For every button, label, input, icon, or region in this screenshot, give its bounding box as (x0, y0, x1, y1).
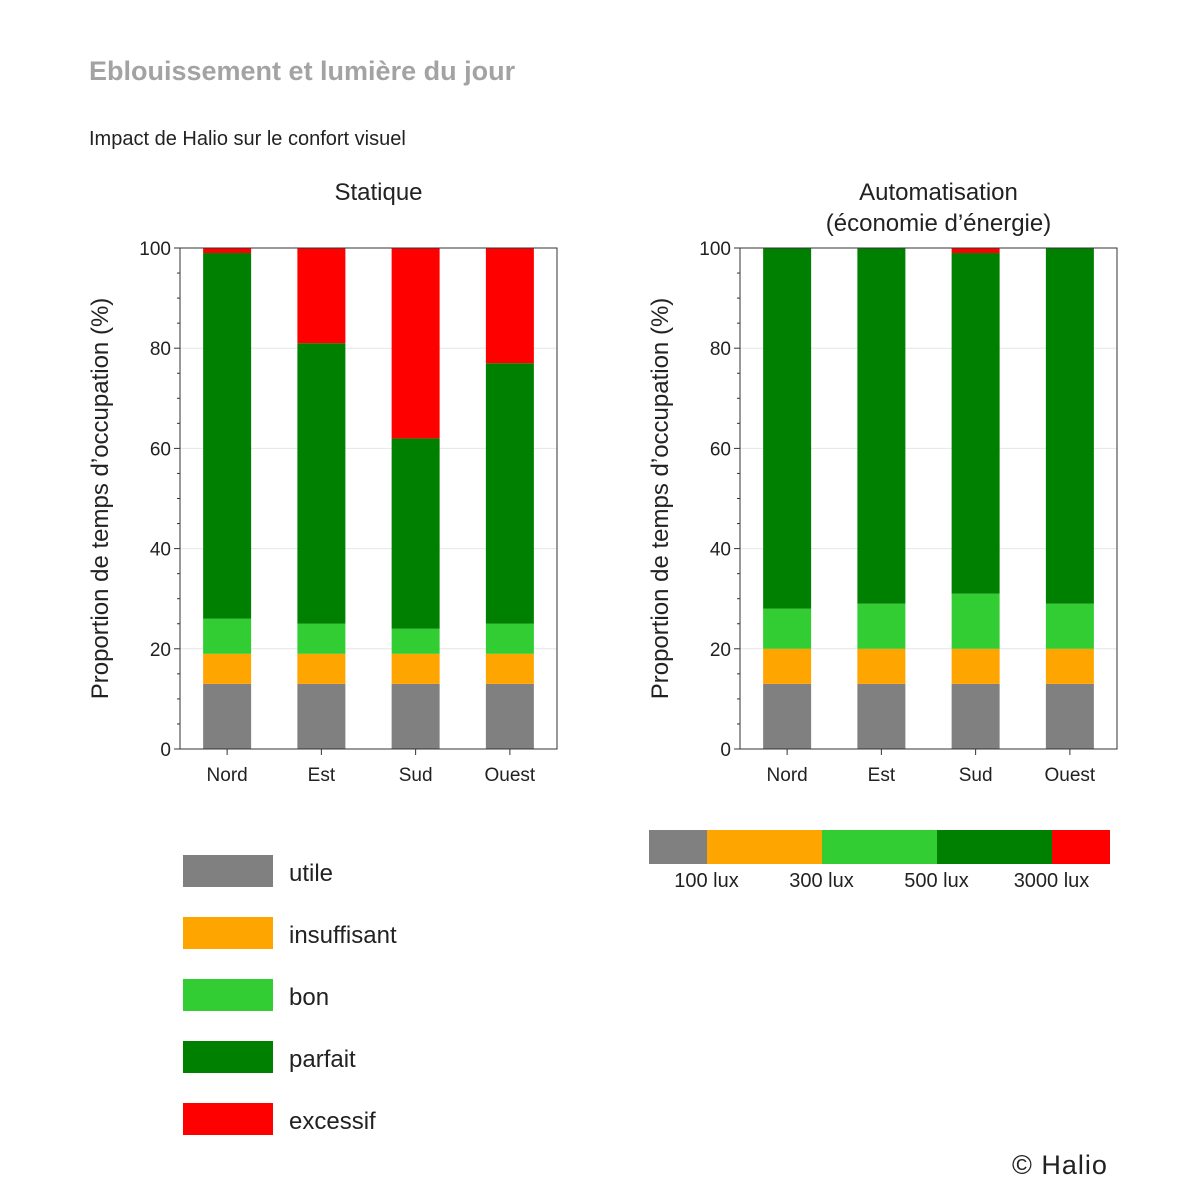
scale-segment-excessif (1051, 830, 1110, 864)
bar-segment-excessif-nord (203, 248, 252, 254)
scale-segment-insuffisant (706, 830, 765, 864)
bar-segment-excessif-sud (391, 248, 440, 439)
y-tick-label: 100 (699, 239, 731, 260)
bar-segment-insuffisant-est (297, 653, 346, 684)
bar-segment-parfait-sud (951, 253, 1000, 594)
y-tick-label: 40 (150, 540, 171, 561)
bar-segment-bon-nord (203, 618, 252, 654)
bar-segment-utile-sud (951, 683, 1000, 749)
legend-label: excessif (289, 1108, 376, 1135)
y-tick-label: 20 (710, 640, 731, 661)
bar-segment-utile-est (297, 683, 346, 749)
scale-label: 100 lux (674, 870, 739, 892)
bar-segment-excessif-est (297, 248, 346, 344)
scale-segment-utile (649, 830, 707, 864)
bar-segment-utile-ouest (1045, 683, 1094, 749)
chart-title: Statique (334, 179, 422, 206)
bar-segment-parfait-ouest (485, 363, 534, 624)
x-tick-label: Est (308, 765, 336, 786)
bar-segment-parfait-est (297, 343, 346, 624)
bar-segment-bon-sud (951, 593, 1000, 649)
chart-title-line2: (économie d’énergie) (826, 210, 1051, 237)
lux-scale: 100 lux 300 lux 500 lux 3000 lux (649, 830, 1110, 900)
x-tick-label: Sud (959, 765, 993, 786)
bar-segment-insuffisant-nord (203, 653, 252, 684)
bar-segment-bon-ouest (485, 623, 534, 654)
x-tick-label: Sud (399, 765, 433, 786)
legend-label: parfait (289, 1046, 356, 1073)
legend-swatch (183, 1103, 273, 1135)
y-tick-label: 80 (710, 339, 731, 360)
bar-segment-insuffisant-ouest (485, 653, 534, 684)
x-tick-label: Ouest (1045, 765, 1096, 786)
chart-title: Automatisation (859, 179, 1018, 206)
y-tick-label: 60 (150, 439, 171, 460)
x-tick-label: Nord (207, 765, 248, 786)
bar-segment-bon-est (857, 603, 906, 649)
y-axis-label: Proportion de temps d’occupation (%) (647, 298, 674, 700)
scale-label: 3000 lux (1013, 870, 1090, 892)
y-tick-label: 20 (150, 640, 171, 661)
chart-statique: Statique Nord Est Sud Ouest 0 20 40 60 80 100 Propo… (87, 179, 558, 786)
bar-segment-insuffisant-est (857, 648, 906, 684)
y-tick-label: 0 (160, 740, 171, 761)
scale-segment-parfait (936, 830, 995, 864)
legend-swatch (183, 917, 273, 949)
page-subtitle: Impact de Halio sur le confort visuel (89, 128, 406, 150)
y-tick-label: 100 (139, 239, 171, 260)
scale-label: 300 lux (789, 870, 854, 892)
scale-segment-parfait (994, 830, 1052, 864)
bar-segment-bon-est (297, 623, 346, 654)
x-tick-label: Est (868, 765, 896, 786)
legend-label: bon (289, 984, 330, 1011)
bar-segment-insuffisant-nord (763, 648, 812, 684)
scale-segment-insuffisant (764, 830, 822, 864)
bar-segment-utile-ouest (485, 683, 534, 749)
scale-segment-bon (879, 830, 937, 864)
bar-segment-utile-sud (391, 683, 440, 749)
x-tick-label: Ouest (485, 765, 536, 786)
bar-segment-bon-ouest (1045, 603, 1094, 649)
bar-segment-excessif-ouest (485, 248, 534, 364)
page-title: Eblouissement et lumière du jour (89, 56, 516, 86)
y-tick-label: 80 (150, 339, 171, 360)
bar-segment-insuffisant-sud (391, 653, 440, 684)
chart-automatisation: Automatisation (économie d’énergie) Nord Es… (647, 179, 1118, 786)
scale-segment-bon (821, 830, 880, 864)
bar-segment-utile-est (857, 683, 906, 749)
bar-segment-parfait-nord (763, 248, 812, 609)
x-tick-label: Nord (767, 765, 808, 786)
y-tick-label: 60 (710, 439, 731, 460)
bar-segment-parfait-est (857, 248, 906, 604)
bar-segment-bon-nord (763, 608, 812, 649)
legend-swatch (183, 855, 273, 887)
bar-segment-excessif-sud (951, 248, 1000, 254)
legend-label: utile (289, 860, 334, 887)
bar-segment-parfait-nord (203, 253, 252, 619)
bar-segment-bon-sud (391, 628, 440, 654)
y-tick-label: 40 (710, 540, 731, 561)
bar-segment-parfait-ouest (1045, 248, 1094, 604)
bar-segment-insuffisant-ouest (1045, 648, 1094, 684)
legend-swatch (183, 979, 273, 1011)
scale-label: 500 lux (904, 870, 969, 892)
copyright-credit: © Halio (1012, 1150, 1108, 1180)
bar-segment-utile-nord (763, 683, 812, 749)
bar-segment-parfait-sud (391, 438, 440, 629)
legend-swatch (183, 1041, 273, 1073)
y-axis-label: Proportion de temps d’occupation (%) (87, 298, 114, 700)
y-tick-label: 0 (720, 740, 731, 761)
legend-label: insuffisant (289, 922, 397, 949)
bar-segment-utile-nord (203, 683, 252, 749)
bar-segment-insuffisant-sud (951, 648, 1000, 684)
